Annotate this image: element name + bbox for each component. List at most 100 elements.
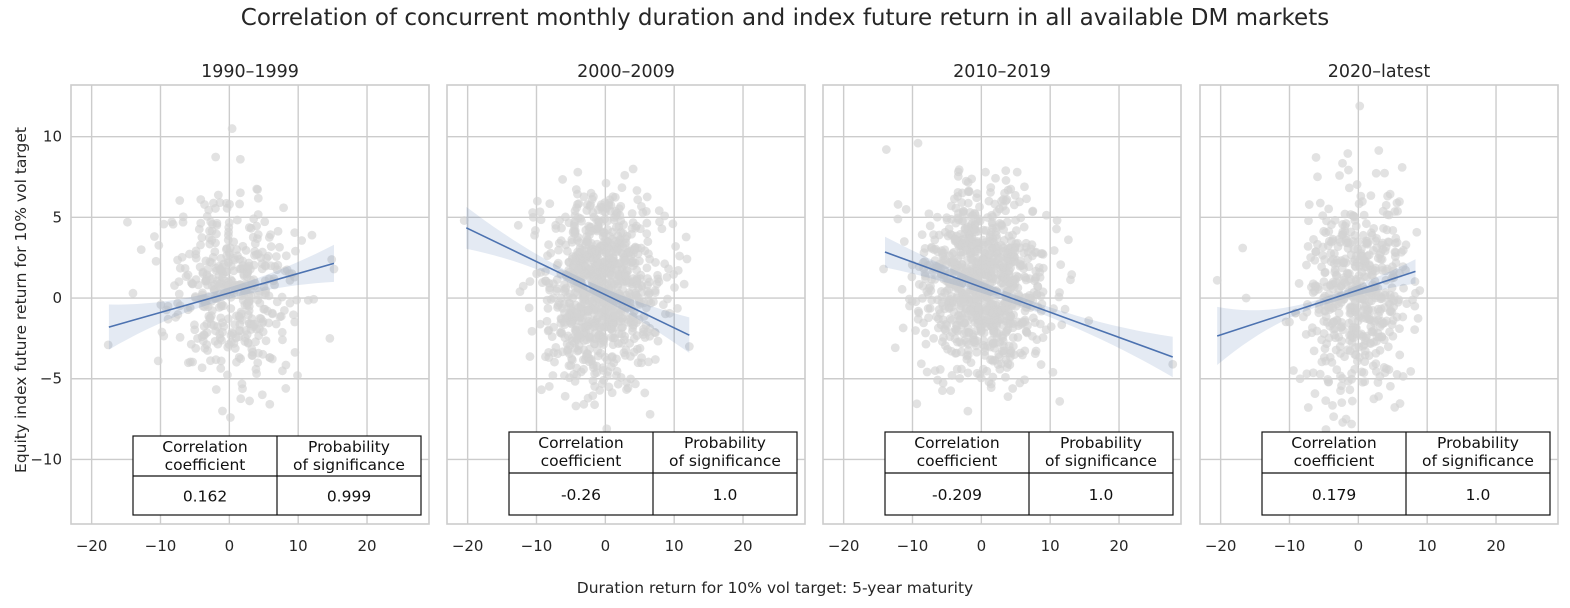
scatter-point bbox=[642, 229, 652, 239]
scatter-point bbox=[1337, 398, 1347, 408]
scatter-point bbox=[258, 327, 268, 337]
scatter-point bbox=[579, 364, 588, 374]
scatter-point bbox=[627, 257, 637, 266]
scatter-point bbox=[602, 424, 612, 434]
scatter-point bbox=[1015, 378, 1025, 388]
scatter-point bbox=[1020, 182, 1029, 192]
table-header-correlation-line1: Correlation bbox=[914, 434, 999, 452]
scatter-point bbox=[527, 326, 537, 336]
scatter-point bbox=[1355, 101, 1365, 111]
scatter-point bbox=[954, 165, 964, 175]
scatter-point bbox=[617, 314, 627, 324]
scatter-point bbox=[1366, 191, 1376, 201]
scatter-point bbox=[1361, 336, 1370, 346]
scatter-point bbox=[272, 297, 282, 307]
scatter-point bbox=[1343, 149, 1353, 158]
scatter-point bbox=[890, 343, 900, 353]
scatter-point bbox=[566, 318, 576, 328]
scatter-point bbox=[566, 305, 576, 315]
scatter-point bbox=[1002, 195, 1012, 204]
scatter-point bbox=[546, 295, 556, 304]
scatter-point bbox=[1002, 326, 1012, 336]
x-tick-label: 0 bbox=[1354, 537, 1364, 555]
scatter-point bbox=[1313, 239, 1322, 249]
scatter-point bbox=[258, 349, 268, 359]
scatter-point bbox=[588, 376, 598, 386]
scatter-point bbox=[679, 279, 689, 289]
scatter-point bbox=[1015, 243, 1025, 253]
scatter-point bbox=[1027, 251, 1037, 261]
scatter-point bbox=[535, 319, 545, 329]
table-value-probability: 1.0 bbox=[713, 486, 738, 504]
scatter-point bbox=[994, 352, 1004, 362]
scatter-point bbox=[175, 196, 185, 205]
scatter-point bbox=[1410, 301, 1420, 311]
scatter-point bbox=[675, 251, 684, 261]
scatter-point bbox=[617, 338, 626, 348]
scatter-point bbox=[1361, 219, 1371, 229]
scatter-point bbox=[636, 270, 646, 280]
scatter-point bbox=[557, 329, 567, 338]
scatter-point bbox=[584, 357, 594, 367]
scatter-point bbox=[536, 268, 546, 277]
scatter-points bbox=[879, 138, 1178, 416]
scatter-point bbox=[260, 217, 270, 227]
table-header-probability-line2: of significance bbox=[293, 456, 405, 474]
scatter-point bbox=[616, 201, 626, 211]
scatter-point bbox=[611, 371, 621, 381]
scatter-point bbox=[150, 232, 159, 241]
scatter-point bbox=[1036, 291, 1046, 301]
scatter-point bbox=[920, 269, 930, 278]
scatter-point bbox=[279, 305, 289, 315]
scatter-point bbox=[1373, 328, 1383, 338]
scatter-point bbox=[1344, 183, 1354, 193]
scatter-point bbox=[1374, 146, 1384, 155]
scatter-point bbox=[236, 394, 246, 404]
scatter-point bbox=[1326, 248, 1336, 258]
scatter-point bbox=[955, 374, 965, 383]
scatter-point bbox=[1009, 282, 1019, 292]
regression-line bbox=[884, 251, 1174, 358]
scatter-point bbox=[1395, 324, 1404, 334]
scatter-point bbox=[1336, 371, 1345, 381]
scatter-point bbox=[1399, 283, 1408, 293]
scatter-point bbox=[929, 333, 939, 343]
scatter-point bbox=[620, 256, 630, 266]
scatter-point bbox=[560, 391, 570, 401]
scatter-point bbox=[270, 280, 279, 290]
scatter-point bbox=[566, 278, 576, 288]
scatter-point bbox=[1382, 210, 1392, 219]
scatter-point bbox=[951, 235, 961, 244]
scatter-point bbox=[609, 215, 619, 225]
scatter-point bbox=[579, 192, 589, 202]
scatter-point bbox=[1385, 327, 1394, 337]
scatter-point bbox=[271, 319, 281, 329]
scatter-point bbox=[991, 173, 1000, 183]
scatter-point bbox=[1320, 255, 1330, 264]
scatter-point bbox=[554, 245, 563, 255]
y-tick-label: −5 bbox=[40, 370, 62, 388]
scatter-point bbox=[576, 253, 586, 263]
table-header-correlation-line1: Correlation bbox=[538, 434, 623, 452]
x-tick-label: 10 bbox=[289, 537, 308, 555]
scatter-point bbox=[1345, 346, 1355, 356]
scatter-point bbox=[273, 226, 283, 236]
axes-frame bbox=[1199, 84, 1559, 525]
scatter-point bbox=[911, 326, 920, 335]
scatter-point bbox=[1390, 238, 1400, 248]
scatter-point bbox=[979, 225, 988, 235]
scatter-point bbox=[1025, 296, 1035, 305]
scatter-point bbox=[157, 327, 167, 337]
scatter-point bbox=[640, 388, 650, 398]
scatter-point bbox=[574, 340, 584, 350]
scatter-point bbox=[905, 301, 914, 311]
scatter-point bbox=[1406, 366, 1416, 376]
scatter-point bbox=[1037, 248, 1047, 258]
scatter-point bbox=[981, 167, 990, 177]
scatter-point bbox=[655, 217, 664, 227]
scatter-point bbox=[582, 200, 592, 209]
scatter-point bbox=[636, 358, 646, 368]
scatter-point bbox=[1335, 171, 1344, 180]
scatter-point bbox=[650, 355, 660, 364]
scatter-point bbox=[285, 298, 295, 308]
